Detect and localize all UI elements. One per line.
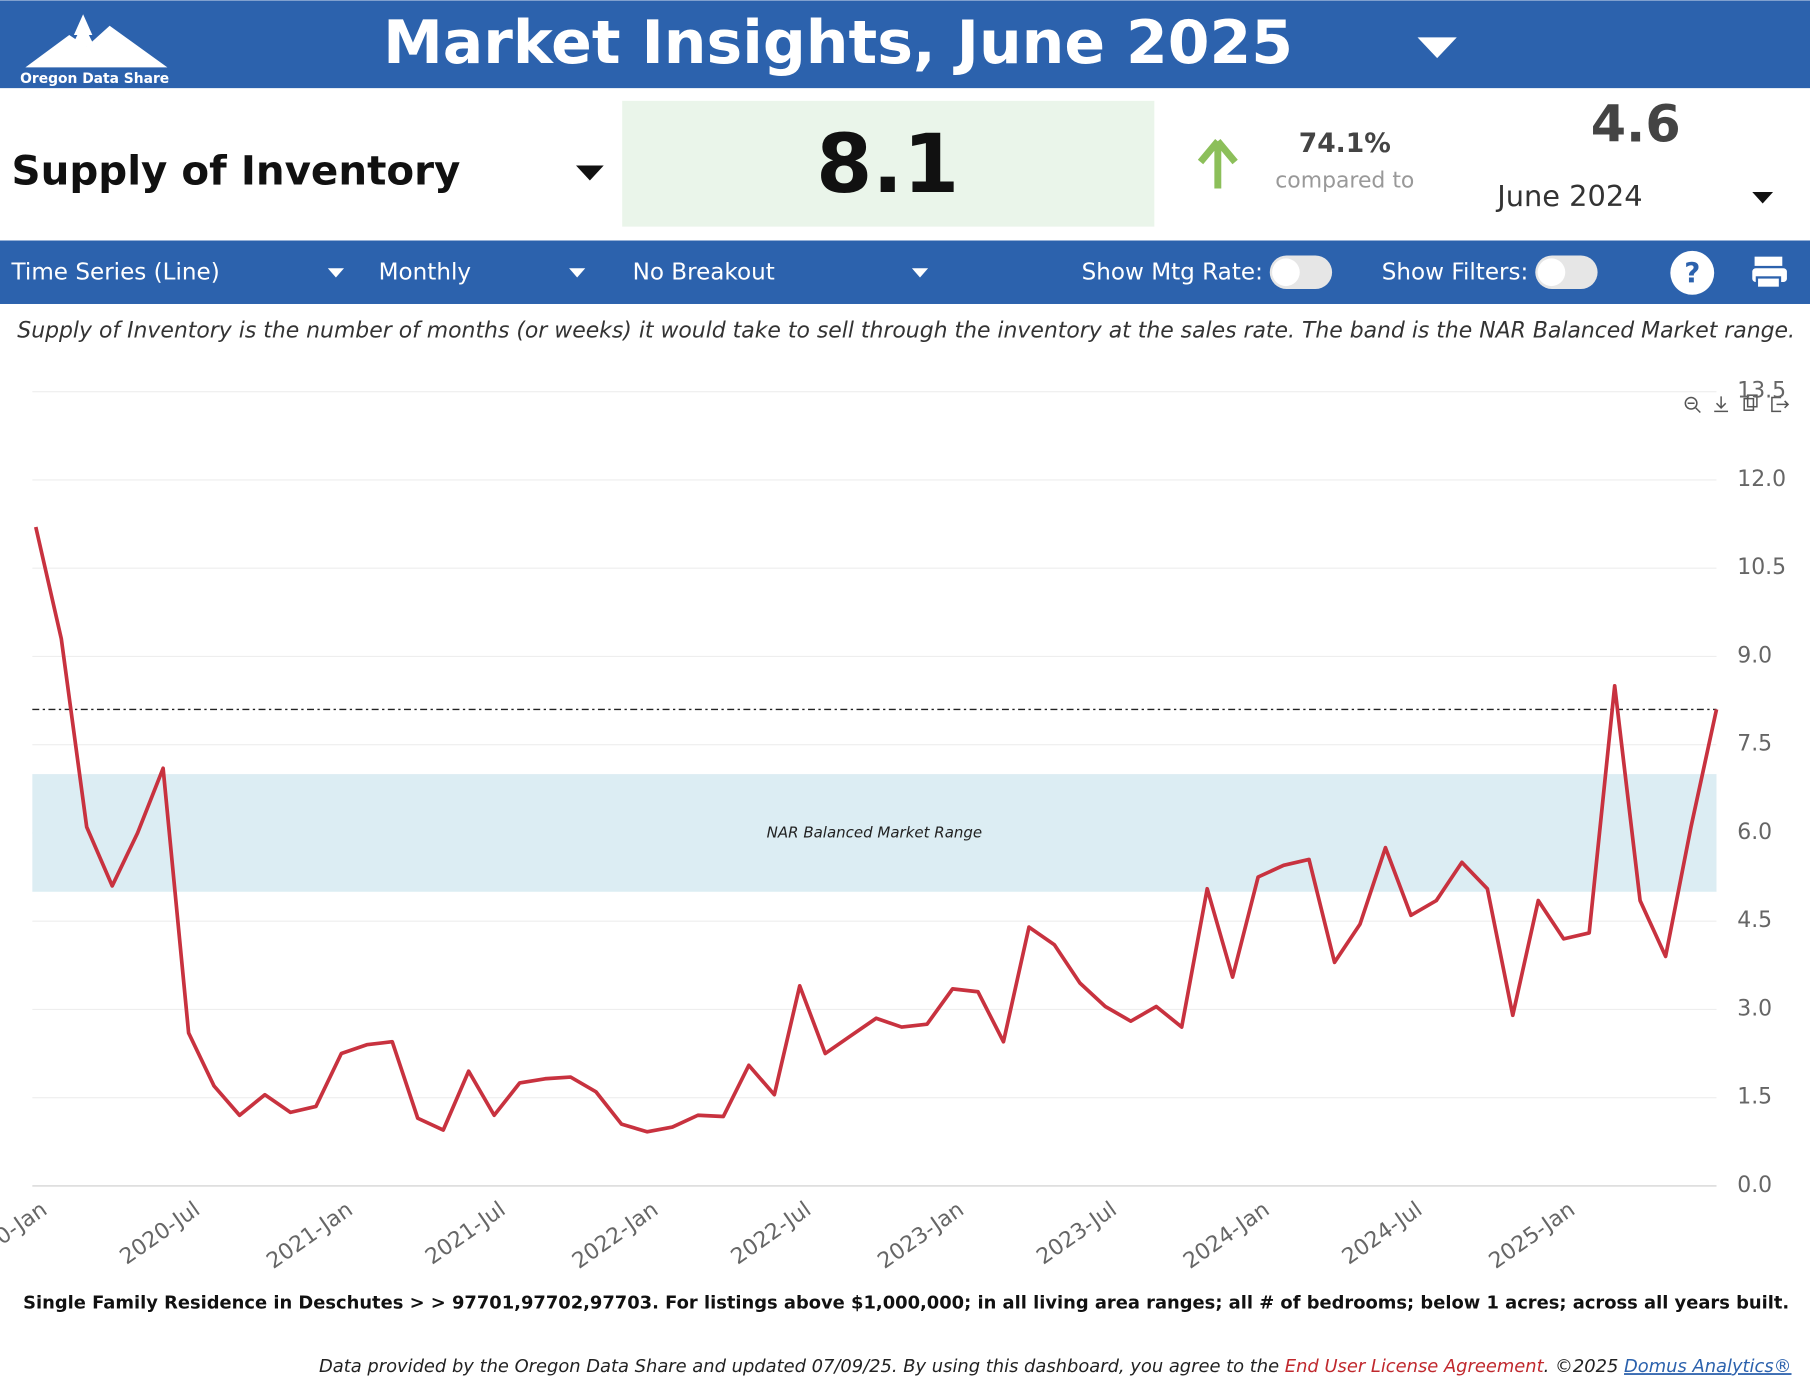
breakout-select[interactable]: No Breakout: [633, 259, 775, 285]
page-title: Market Insights, June 2025: [383, 8, 1293, 78]
description: Supply of Inventory is the number of mon…: [17, 319, 1795, 344]
zoom-button[interactable]: [1684, 396, 1701, 414]
copy-button[interactable]: [1743, 394, 1758, 411]
dropdown-arrow[interactable]: [327, 268, 344, 278]
logo-text: Oregon Data Share: [20, 71, 169, 87]
x-tick-label: 2024-Jan: [1179, 1197, 1274, 1274]
print-paper: [1754, 256, 1783, 266]
print-tray: [1755, 276, 1782, 289]
x-tick-label: 2021-Jul: [421, 1197, 510, 1270]
help-icon: ?: [1684, 256, 1700, 289]
kpi-box: [622, 100, 1155, 227]
trend-arrow: [1197, 139, 1238, 189]
eula-link[interactable]: End User License Agreement: [1285, 1356, 1545, 1377]
y-tick-label: 4.5: [1737, 908, 1772, 933]
band-label: NAR Balanced Market Range: [767, 823, 983, 841]
logo[interactable]: Oregon Data Share: [20, 14, 169, 87]
x-tick-label: 2022-Jul: [727, 1197, 816, 1270]
x-tick-label: 2024-Jul: [1338, 1197, 1427, 1270]
print-button[interactable]: [1752, 256, 1787, 289]
y-tick-label: 12.0: [1737, 467, 1786, 492]
y-tick-label: 10.5: [1737, 555, 1786, 580]
kpi-prior-value: 4.6: [1591, 94, 1681, 153]
kpi-value: 8.1: [816, 118, 959, 212]
kpi-compared: compared to: [1275, 169, 1414, 194]
mtg-rate-label: Show Mtg Rate:: [1082, 259, 1263, 285]
title-dropdown[interactable]: [1417, 37, 1457, 59]
header-bar: [0, 0, 1810, 89]
plot: 0.0 1.5 3.0 4.5 6.0 7.5 9.0 10.5 12.0 13.5 NAR Bal…: [0, 379, 1786, 1275]
period-dropdown[interactable]: [1752, 192, 1774, 204]
kpi-change: 74.1%: [1299, 128, 1391, 159]
export-button[interactable]: [1771, 396, 1790, 413]
y-tick-label: 13.5: [1737, 379, 1786, 404]
x-tick-label: 2020-Jul: [116, 1197, 205, 1270]
footer: Data provided by the Oregon Data Share a…: [319, 1356, 1791, 1377]
x-tick-label: 2020-Jan: [0, 1197, 52, 1274]
y-tick-label: 3.0: [1737, 996, 1772, 1021]
y-tick-label: 0.0: [1737, 1173, 1772, 1198]
metric-name: Supply of Inventory: [12, 147, 461, 195]
kpi-prior-period: June 2024: [1495, 179, 1642, 213]
filter-summary: Single Family Residence in Deschutes > >…: [23, 1293, 1789, 1314]
logo-mountain: [25, 25, 168, 68]
metric-dropdown[interactable]: [576, 165, 604, 181]
dropdown-arrow[interactable]: [569, 268, 586, 278]
logo-tree: [71, 14, 95, 47]
footer-copyright: . ©2025: [1544, 1356, 1624, 1377]
y-tick-label: 6.0: [1737, 820, 1772, 845]
download-button[interactable]: [1714, 396, 1729, 413]
help-button[interactable]: ?: [1670, 250, 1715, 295]
frequency-select[interactable]: Monthly: [379, 259, 471, 285]
help-circle: [1670, 250, 1715, 295]
x-tick-label: 2022-Jan: [568, 1197, 663, 1274]
x-tick-label: 2021-Jan: [262, 1197, 357, 1274]
x-tick-label: 2023-Jul: [1032, 1197, 1121, 1270]
toggle-knob: [1272, 258, 1300, 287]
dropdown-arrow[interactable]: [911, 268, 929, 278]
footer-text: Data provided by the Oregon Data Share a…: [319, 1356, 1285, 1377]
controls-bar: [0, 240, 1810, 304]
y-tick-label: 7.5: [1737, 732, 1772, 757]
x-tick-label: 2023-Jan: [874, 1197, 969, 1274]
filters-label: Show Filters:: [1382, 259, 1529, 285]
balanced-band: [32, 774, 1717, 892]
chart-type-select[interactable]: Time Series (Line): [11, 259, 220, 285]
y-tick-label: 1.5: [1737, 1085, 1772, 1110]
y-tick-label: 9.0: [1737, 643, 1772, 668]
brand-link[interactable]: Domus Analytics®: [1624, 1356, 1791, 1377]
chart-modebar: [1684, 394, 1790, 414]
toggle-knob: [1537, 258, 1566, 287]
series-line: [33, 526, 1719, 1134]
x-tick-label: 2025-Jan: [1485, 1197, 1580, 1274]
